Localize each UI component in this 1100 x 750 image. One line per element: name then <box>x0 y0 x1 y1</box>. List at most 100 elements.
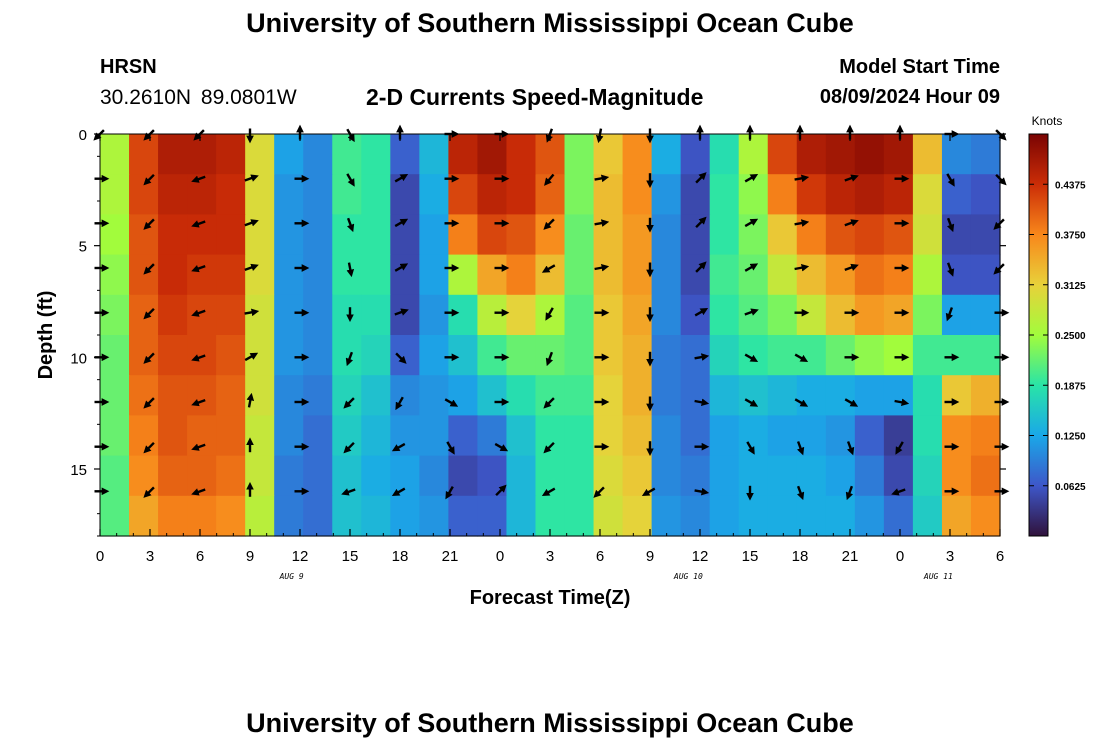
heatmap-cell <box>564 134 595 175</box>
current-vector <box>343 397 355 409</box>
heatmap-cell <box>941 174 972 215</box>
heatmap-cell <box>738 415 769 457</box>
heatmap-cell <box>158 254 188 296</box>
heatmap-cell <box>593 174 624 215</box>
heatmap-cell <box>448 254 479 296</box>
colorbar-tick-label: 0.1250 <box>1055 432 1086 443</box>
heatmap-cell <box>796 335 827 376</box>
heatmap-cell <box>216 335 246 376</box>
heatmap-cell <box>129 375 159 416</box>
heatmap-cell <box>651 375 682 416</box>
heatmap-cell <box>941 375 972 416</box>
heatmap-cell <box>738 375 769 416</box>
heatmap-cell <box>535 375 566 416</box>
heatmap-cell <box>274 254 304 296</box>
current-vector <box>143 307 155 320</box>
heatmap-cell <box>796 254 827 296</box>
heatmap-cell <box>477 375 508 416</box>
heatmap-cell <box>216 495 246 537</box>
heatmap-cell <box>535 254 566 296</box>
heatmap-cell <box>680 415 711 457</box>
heatmap-cell <box>912 214 943 256</box>
heatmap-cell <box>593 335 624 376</box>
heatmap-cell <box>187 254 217 296</box>
heatmap-cell <box>100 415 130 457</box>
current-vector <box>796 485 805 501</box>
current-vector <box>191 309 206 317</box>
current-vector <box>143 397 155 409</box>
heatmap-cell <box>129 495 159 537</box>
current-vector <box>244 263 259 272</box>
heatmap-cell <box>158 455 188 497</box>
current-vector <box>744 398 759 407</box>
heatmap-cell <box>448 294 479 336</box>
current-vector <box>945 307 954 322</box>
current-vector <box>191 443 206 451</box>
heatmap-cell <box>419 375 449 416</box>
heatmap-cell <box>883 254 914 296</box>
heatmap-cell <box>361 335 391 376</box>
current-vector <box>444 398 459 407</box>
heatmap-cell <box>448 455 479 497</box>
heatmap-cell <box>187 214 217 256</box>
current-vector <box>545 351 554 367</box>
heatmap-cell <box>796 214 827 256</box>
current-vector <box>946 262 955 277</box>
heatmap-cell <box>216 254 246 296</box>
heatmap-cell <box>564 294 595 336</box>
heatmap-cell <box>767 174 798 215</box>
heatmap-cell <box>680 174 711 215</box>
heatmap-cell <box>332 134 362 175</box>
current-vector <box>694 487 710 496</box>
current-vector <box>794 398 809 407</box>
heatmap-cell <box>825 214 856 256</box>
heatmap-cell <box>941 134 972 175</box>
heatmap-cell <box>970 174 1001 215</box>
heatmap-cell <box>796 134 827 175</box>
current-vector <box>895 441 904 455</box>
heatmap-cell <box>535 214 566 256</box>
heatmap-cell <box>361 134 391 175</box>
heatmap-cell <box>622 254 653 296</box>
heatmap-cell <box>100 335 130 376</box>
heatmap-cell <box>796 174 827 215</box>
current-vector <box>545 307 554 321</box>
x-tick-label: 6 <box>196 548 204 565</box>
heatmap-cell <box>477 214 508 256</box>
y-tick-label: 15 <box>70 462 87 479</box>
current-vector <box>695 216 707 229</box>
current-vector <box>796 441 805 456</box>
heatmap-cell <box>274 294 304 336</box>
x-tick-label: 3 <box>546 548 554 565</box>
heatmap-cell <box>825 294 856 336</box>
heatmap-cell <box>419 495 449 537</box>
heatmap-cell <box>912 415 943 457</box>
x-tick-label: 18 <box>792 548 809 565</box>
heatmap-cell <box>216 214 246 256</box>
colorbar-tick-label: 0.4375 <box>1055 180 1086 191</box>
current-vector <box>244 308 260 317</box>
heatmap-cell <box>564 335 595 376</box>
current-vector <box>544 173 555 186</box>
heatmap-cell <box>477 335 508 376</box>
heatmap-cell <box>622 375 653 416</box>
current-vector <box>543 441 555 454</box>
heatmap-cell <box>680 375 711 416</box>
heatmap-cell <box>419 174 449 215</box>
current-vector <box>494 442 509 452</box>
heatmap-cell <box>593 375 624 416</box>
heatmap-cell <box>100 375 130 416</box>
heatmap-cell <box>535 174 566 215</box>
heatmap-cell <box>535 294 566 336</box>
heatmap-cell <box>709 174 740 215</box>
current-vector <box>495 484 507 497</box>
heatmap-cell <box>825 335 856 376</box>
current-speed-chart: 0 3 6 9 12 15 18 21 0 3 6 9 12 15 18 21 0 3 6 0 5 10 15 AUG 9 AU… <box>35 114 1086 609</box>
current-vector <box>446 441 455 455</box>
x-tick-label: 0 <box>96 548 104 565</box>
current-vector <box>543 218 555 230</box>
heatmap-cell <box>970 254 1001 296</box>
heatmap-cell <box>448 495 479 537</box>
current-vector <box>343 441 355 454</box>
heatmap-cell <box>825 495 856 537</box>
